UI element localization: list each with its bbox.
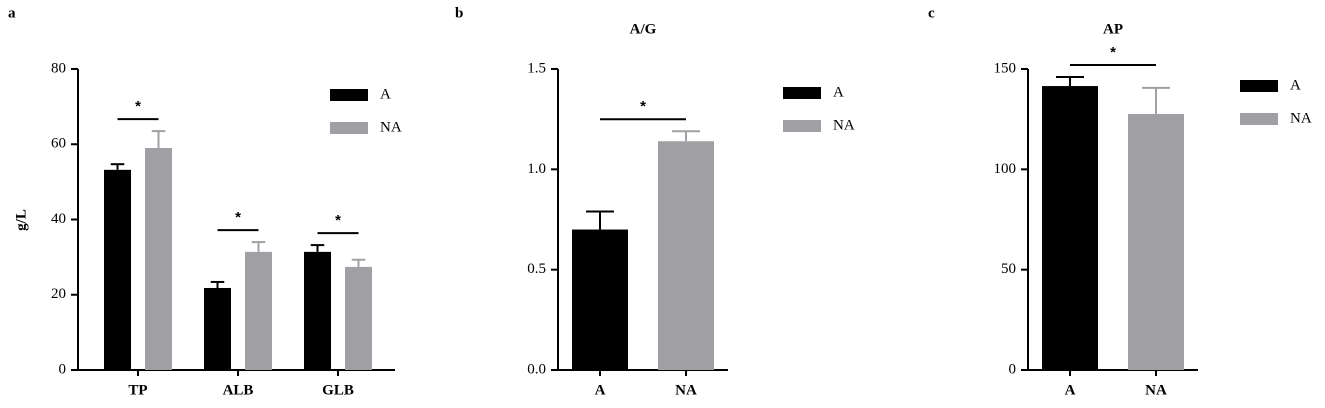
y-tick-label: 20 [51,286,66,302]
significance-label: * [135,98,141,115]
x-tick-label: NA [675,382,697,398]
error-bar [310,244,325,252]
legend-swatch [783,120,821,132]
bar [245,251,272,370]
legend-swatch [330,89,368,101]
legend-label: NA [380,119,402,135]
bar [572,229,628,370]
x-tick-label: TP [128,382,147,398]
chart-title: A/G [630,21,657,37]
y-tick-label: 60 [51,136,66,152]
legend-label: A [1290,77,1301,93]
y-tick-label: 1.5 [527,60,546,76]
error-bar [151,130,166,149]
panel-label: c [928,5,935,21]
significance-label: * [640,98,646,115]
y-tick-label: 100 [994,161,1017,177]
y-tick-label: 0 [1009,361,1017,377]
y-tick-label: 40 [51,211,66,227]
error-bar [351,258,366,267]
significance-label: * [335,212,341,229]
legend-swatch [1240,80,1278,92]
legend-swatch [1240,113,1278,125]
legend-label: NA [1290,110,1312,126]
x-tick-label: GLB [322,382,354,398]
y-tick-label: 50 [1001,261,1016,277]
x-tick-label: A [1065,382,1076,398]
legend-swatch [783,87,821,99]
bar [1128,113,1184,370]
error-bar [1056,76,1084,87]
bar [304,251,331,370]
legend-swatch [330,122,368,134]
panel-label: b [455,5,463,21]
panel-label: a [8,5,16,21]
legend-label: NA [833,117,855,133]
y-tick-label: 1.0 [527,161,546,177]
y-tick-label: 0.5 [527,261,546,277]
x-tick-label: ALB [223,382,254,398]
error-bar [251,241,266,252]
bar [345,266,372,370]
significance-label: * [1110,44,1116,61]
y-tick-label: 80 [51,60,66,76]
bar [104,169,131,370]
error-bar [586,210,614,230]
bar [204,287,231,370]
x-tick-label: A [595,382,606,398]
chart-title: AP [1103,21,1123,37]
x-tick-label: NA [1145,382,1167,398]
y-tick-label: 0.0 [527,361,546,377]
y-axis-label: g/L [13,209,29,231]
y-tick-label: 150 [994,60,1017,76]
significance-label: * [235,209,241,226]
error-bar [210,280,225,288]
error-bar [1142,86,1170,114]
error-bar [110,163,125,170]
error-bar [672,130,700,142]
legend-label: A [833,84,844,100]
bar [145,148,172,370]
y-tick-label: 0 [59,361,67,377]
legend-label: A [380,86,391,102]
bar [658,141,714,370]
bar [1042,86,1098,370]
